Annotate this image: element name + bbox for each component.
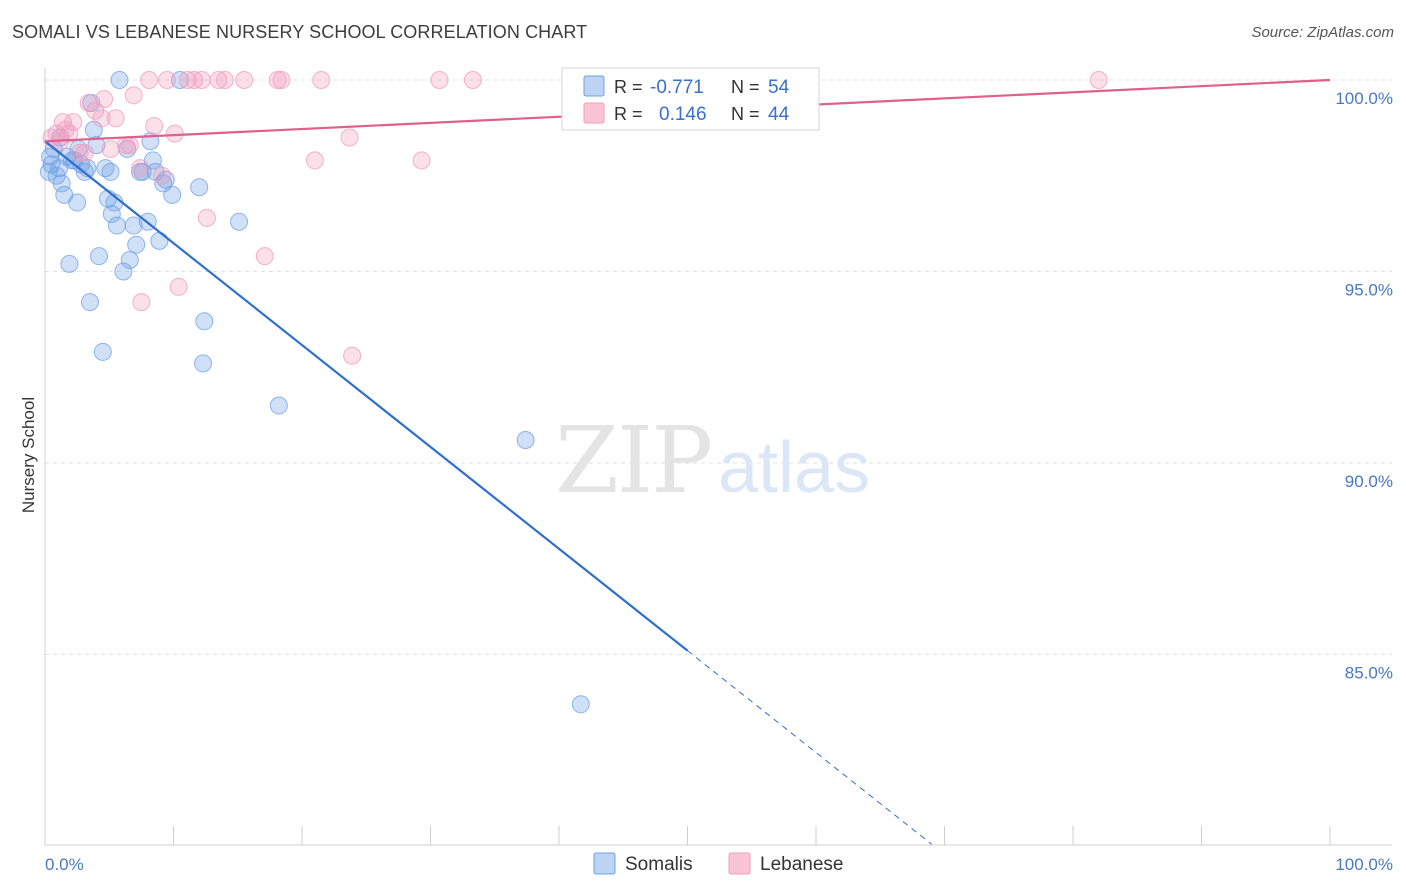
legend-n-label-lebanese: N = xyxy=(731,104,760,124)
point-somalis-19 xyxy=(89,247,108,266)
stats-legend: R = -0.771 N = 54 R = 0.146 N = 44 xyxy=(561,67,820,131)
point-somalis-27 xyxy=(110,71,129,89)
y-axis-title: Nursery School xyxy=(19,397,38,513)
point-lebanese-39 xyxy=(343,346,362,365)
series-legend-swatch-lebanese xyxy=(728,852,751,875)
series-legend: Somalis Lebanese xyxy=(593,852,843,875)
watermark: ZIP atlas xyxy=(555,407,870,514)
point-lebanese-35 xyxy=(272,71,291,89)
point-somalis-26 xyxy=(107,216,126,235)
point-somalis-20 xyxy=(93,342,112,361)
watermark-atlas: atlas xyxy=(718,428,870,508)
chart-title: SOMALI VS LEBANESE NURSERY SCHOOL CORREL… xyxy=(12,22,588,42)
point-somalis-48 xyxy=(269,396,288,415)
point-lebanese-29 xyxy=(197,208,216,227)
point-lebanese-8 xyxy=(75,143,94,162)
point-lebanese-43 xyxy=(1089,71,1108,89)
point-somalis-32 xyxy=(127,235,146,254)
legend-r-value-somalis: -0.771 xyxy=(650,77,704,98)
point-somalis-50 xyxy=(571,695,590,714)
point-somalis-49 xyxy=(516,431,535,450)
point-lebanese-24 xyxy=(165,124,184,143)
point-lebanese-27 xyxy=(185,71,204,89)
stats-legend-box xyxy=(561,67,820,131)
point-somalis-24 xyxy=(102,205,121,224)
point-somalis-43 xyxy=(170,71,189,89)
series-legend-label-lebanese: Lebanese xyxy=(760,854,843,875)
point-lebanese-22 xyxy=(152,166,171,185)
legend-swatch-lebanese xyxy=(583,102,605,124)
point-somalis-51 xyxy=(41,147,60,166)
point-lebanese-14 xyxy=(106,109,125,128)
point-somalis-46 xyxy=(194,354,213,373)
point-somalis-42 xyxy=(163,185,182,204)
legend-r-label-lebanese: R = xyxy=(614,104,643,124)
axes xyxy=(44,68,1392,846)
point-somalis-5 xyxy=(52,174,71,193)
series-legend-swatch-somalis xyxy=(593,852,616,875)
point-lebanese-9 xyxy=(79,93,98,112)
point-somalis-8 xyxy=(60,254,79,273)
point-lebanese-17 xyxy=(124,86,143,105)
point-lebanese-41 xyxy=(430,71,449,89)
point-lebanese-42 xyxy=(463,71,482,89)
point-lebanese-40 xyxy=(412,151,431,170)
point-somalis-30 xyxy=(120,251,139,270)
x-tick-labels: 0.0% 100.0% xyxy=(45,855,1393,874)
point-lebanese-38 xyxy=(340,128,359,147)
grid-lines xyxy=(45,79,1392,655)
y-tick-label-3: 85.0% xyxy=(1345,664,1393,683)
point-lebanese-19 xyxy=(132,293,151,312)
x-tick-label-max: 100.0% xyxy=(1335,855,1393,874)
point-lebanese-26 xyxy=(178,71,197,89)
point-lebanese-30 xyxy=(209,71,228,89)
point-somalis-23 xyxy=(101,162,120,181)
point-lebanese-34 xyxy=(268,71,287,89)
point-lebanese-23 xyxy=(158,71,177,89)
point-somalis-11 xyxy=(68,193,87,212)
y-tick-label-2: 90.0% xyxy=(1345,472,1393,491)
trend-line-somalis xyxy=(44,140,689,652)
point-lebanese-28 xyxy=(192,71,211,89)
point-lebanese-18 xyxy=(131,159,150,178)
point-somalis-47 xyxy=(230,212,249,231)
legend-r-label-somalis: R = xyxy=(614,77,643,97)
watermark-zip: ZIP xyxy=(555,407,711,514)
point-lebanese-16 xyxy=(120,136,139,155)
point-lebanese-33 xyxy=(255,247,274,266)
data-points xyxy=(39,71,1108,714)
point-somalis-44 xyxy=(190,178,209,197)
trend-line-extension-somalis xyxy=(687,650,932,845)
point-lebanese-12 xyxy=(95,90,114,109)
point-lebanese-13 xyxy=(101,139,120,158)
source-label: Source: ZipAtlas.com xyxy=(1251,24,1394,41)
y-tick-labels: 100.0% 95.0% 90.0% 85.0% xyxy=(1335,89,1393,683)
point-somalis-28 xyxy=(114,262,133,281)
legend-n-value-somalis: 54 xyxy=(768,77,790,98)
x-tick-label-min: 0.0% xyxy=(45,855,84,874)
y-tick-label-0: 100.0% xyxy=(1335,89,1393,108)
point-lebanese-37 xyxy=(312,71,331,89)
point-lebanese-36 xyxy=(305,151,324,170)
point-lebanese-7 xyxy=(70,143,89,162)
point-lebanese-31 xyxy=(215,71,234,89)
point-lebanese-21 xyxy=(145,116,164,135)
point-lebanese-32 xyxy=(235,71,254,89)
legend-n-label-somalis: N = xyxy=(731,77,760,97)
point-lebanese-6 xyxy=(64,113,83,132)
point-lebanese-11 xyxy=(92,109,111,128)
point-lebanese-25 xyxy=(169,277,188,296)
point-lebanese-20 xyxy=(140,71,159,89)
legend-swatch-somalis xyxy=(583,75,605,97)
series-legend-label-somalis: Somalis xyxy=(625,854,693,875)
point-somalis-31 xyxy=(124,216,143,235)
point-somalis-39 xyxy=(150,231,169,250)
point-somalis-15 xyxy=(80,293,99,312)
legend-n-value-lebanese: 44 xyxy=(768,104,790,125)
point-somalis-45 xyxy=(195,312,214,331)
point-lebanese-5 xyxy=(60,124,79,143)
legend-r-value-lebanese: 0.146 xyxy=(659,104,707,125)
y-tick-label-1: 95.0% xyxy=(1345,281,1393,300)
